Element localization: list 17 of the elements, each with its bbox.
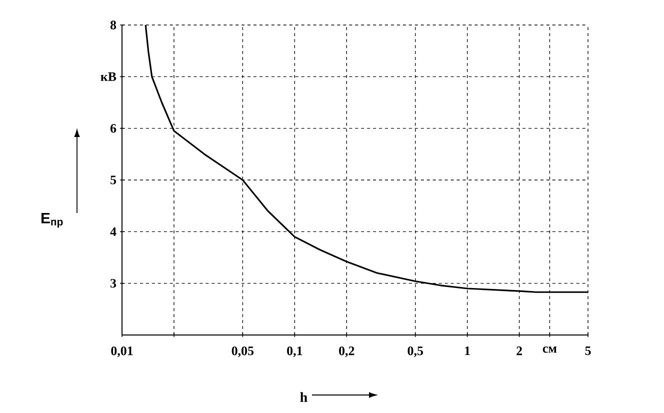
x-tick-label: 0,2 (339, 346, 354, 358)
y-tick-label: 4 (110, 227, 116, 236)
x-tick-label: 2 (516, 346, 522, 356)
x-tick-label: 1 (465, 346, 470, 356)
y-axis-title: E$_{пр}$ (42, 213, 63, 228)
y-tick-label: кВ (100, 72, 116, 81)
x-axis-title: h (300, 392, 308, 402)
x-tick-label: 0,01 (111, 346, 133, 358)
x-tick-label: 0,05 (232, 346, 254, 358)
x-tick-label: 5 (585, 346, 591, 356)
x-tick-label: см (542, 346, 557, 353)
y-tick-label: 3 (110, 278, 116, 288)
y-tick-label: 5 (110, 176, 116, 184)
y-tick-label: 8 (110, 20, 116, 30)
y-tick-label: 6 (110, 124, 116, 133)
x-tick-label: 0,5 (408, 346, 423, 358)
x-tick-label: 0,1 (287, 346, 302, 358)
